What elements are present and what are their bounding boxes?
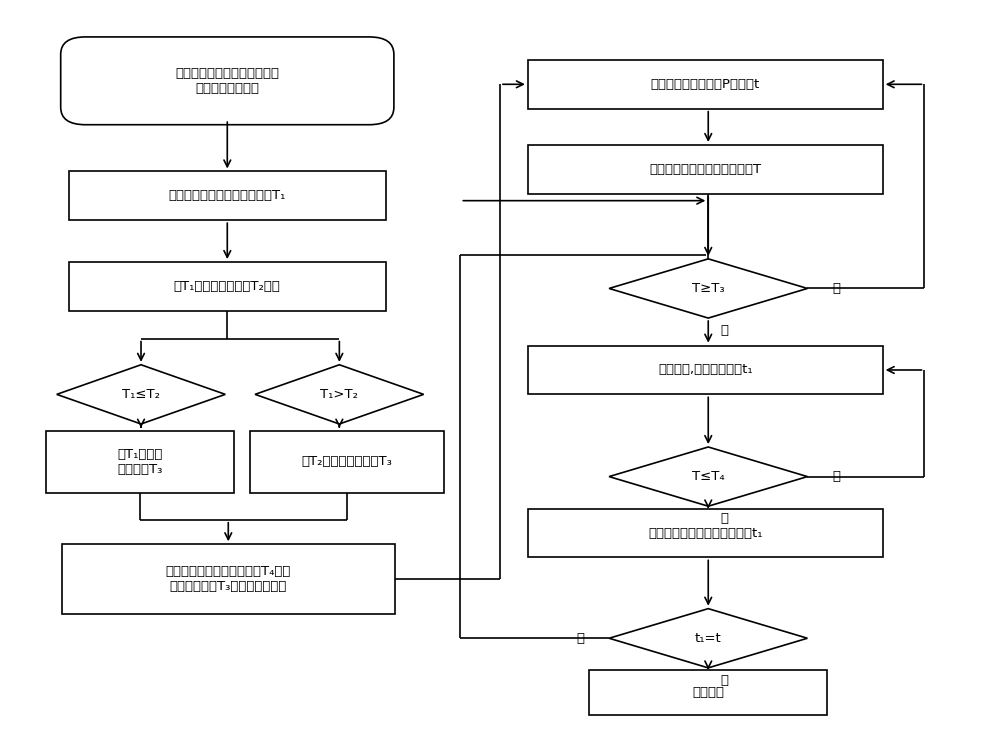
Text: T₁≤T₂: T₁≤T₂ bbox=[122, 388, 160, 401]
Bar bbox=[69, 172, 386, 220]
Polygon shape bbox=[255, 365, 424, 424]
Bar bbox=[589, 670, 827, 715]
Bar bbox=[46, 430, 234, 493]
Text: 是: 是 bbox=[720, 512, 728, 526]
Text: 以组织细胞不可逆死亡温度T₄为下
限阈值温度，T₃为上限阈值温度: 以组织细胞不可逆死亡温度T₄为下 限阈值温度，T₃为上限阈值温度 bbox=[166, 565, 291, 593]
Text: 继续消融，叠加记录消融时间t₁: 继续消融，叠加记录消融时间t₁ bbox=[648, 526, 763, 539]
Text: 开始消融，设置功率P和时间t: 开始消融，设置功率P和时间t bbox=[651, 78, 760, 91]
Text: 获取消融针能量辐射点处温度T: 获取消融针能量辐射点处温度T bbox=[649, 163, 761, 176]
Text: 获得最大吸热速率对应的温度T₁: 获得最大吸热速率对应的温度T₁ bbox=[169, 189, 286, 202]
Text: T≤T₄: T≤T₄ bbox=[692, 470, 725, 483]
Polygon shape bbox=[57, 365, 225, 424]
Text: t₁=t: t₁=t bbox=[695, 632, 722, 645]
Text: 暂停消融,记录消融时间t₁: 暂停消融,记录消融时间t₁ bbox=[658, 364, 753, 377]
Polygon shape bbox=[609, 447, 807, 507]
Text: 是: 是 bbox=[720, 324, 728, 337]
Text: T≥T₃: T≥T₃ bbox=[692, 282, 725, 295]
Bar bbox=[528, 145, 883, 194]
Polygon shape bbox=[609, 259, 807, 318]
Text: 否: 否 bbox=[832, 282, 840, 295]
Text: 是: 是 bbox=[720, 674, 728, 687]
FancyBboxPatch shape bbox=[61, 37, 394, 125]
Bar bbox=[250, 430, 444, 493]
Text: 通过差示扫描量热法对组织进
行吸热速率的分析: 通过差示扫描量热法对组织进 行吸热速率的分析 bbox=[175, 67, 279, 95]
Bar bbox=[528, 60, 883, 108]
Text: 否: 否 bbox=[832, 470, 840, 483]
Text: 否: 否 bbox=[576, 632, 584, 645]
Bar bbox=[528, 509, 883, 557]
Text: T₁>T₂: T₁>T₂ bbox=[320, 388, 358, 401]
Text: 以T₁为上限
阈值温度T₃: 以T₁为上限 阈值温度T₃ bbox=[117, 448, 163, 476]
Bar bbox=[528, 345, 883, 394]
Polygon shape bbox=[609, 608, 807, 668]
Text: 结束消融: 结束消融 bbox=[692, 686, 724, 699]
Text: 将T₁与组织碳化温度T₂对比: 将T₁与组织碳化温度T₂对比 bbox=[174, 280, 281, 293]
Bar bbox=[62, 544, 395, 614]
Text: 以T₂为上限阈值温度T₃: 以T₂为上限阈值温度T₃ bbox=[302, 455, 393, 468]
Bar bbox=[69, 262, 386, 311]
